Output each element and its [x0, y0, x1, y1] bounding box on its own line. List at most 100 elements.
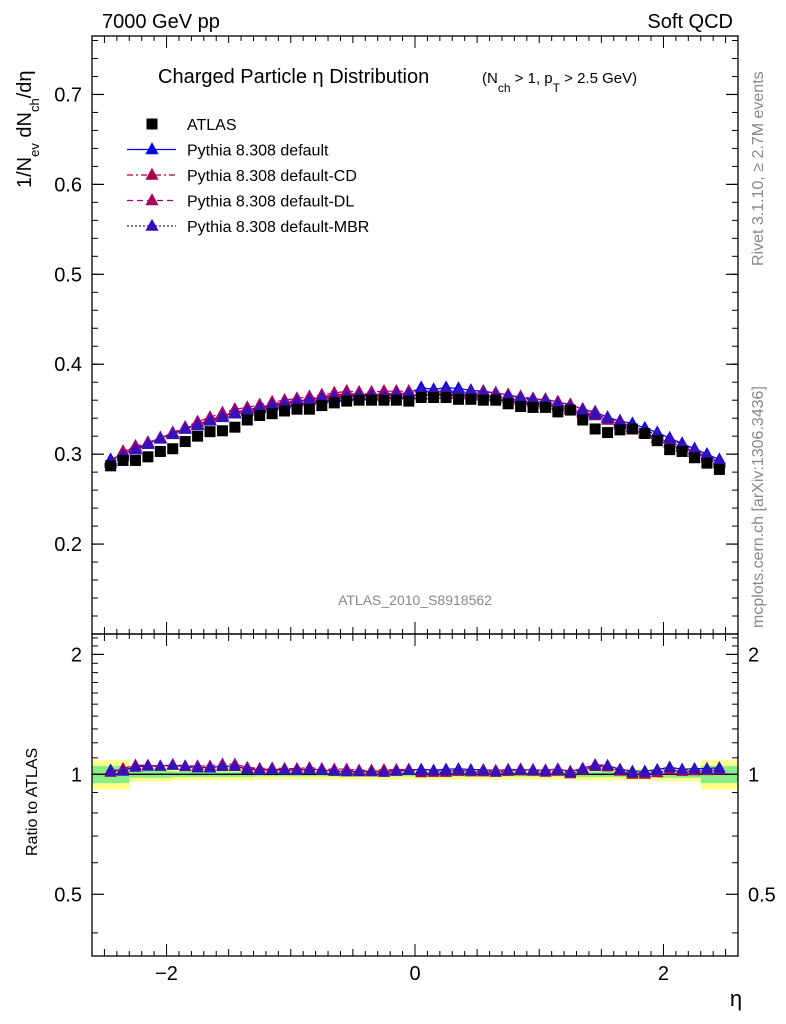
ratio-point: [564, 766, 577, 778]
legend-marker: [145, 142, 159, 155]
data-point: [626, 423, 638, 435]
data-point: [105, 460, 117, 472]
data-point: [353, 394, 365, 406]
data-point: [502, 398, 514, 410]
ratio-point: [228, 760, 241, 772]
ratio-point: [489, 765, 502, 777]
data-point: [190, 418, 205, 431]
ratio-axis-ticks: 0.5 0.5 1 1 2 2 −2 0 2: [54, 634, 776, 985]
ratio-point: [464, 764, 477, 776]
ratio-point: [266, 763, 279, 775]
data-point: [687, 442, 702, 455]
data-point: [141, 437, 155, 450]
ratio-point: [526, 763, 540, 775]
data-point: [515, 400, 527, 412]
data-point: [178, 421, 192, 434]
data-point: [513, 391, 528, 404]
ratio-point: [613, 763, 627, 775]
ratio-y-tick-label-right: 0.5: [748, 884, 776, 906]
ratio-point: [241, 762, 254, 774]
data-point: [452, 393, 464, 405]
ratio-point: [477, 764, 490, 776]
data-point: [204, 426, 216, 438]
mcplots-label: mcplots.cern.ch [arXiv:1306.3436]: [750, 386, 767, 628]
ratio-point: [253, 763, 266, 775]
data-point: [490, 394, 502, 406]
ratio-point: [353, 765, 366, 777]
data-point: [266, 408, 278, 420]
ratio-point: [713, 762, 726, 774]
data-point: [664, 444, 676, 456]
legend-marker: [145, 193, 159, 206]
legend-label: Pythia 8.308 default-DL: [187, 194, 354, 211]
ratio-point: [676, 763, 689, 775]
data-point: [602, 427, 614, 439]
ratio-y-tick-label: 0.5: [54, 884, 82, 906]
main-y-tick-label: 0.4: [54, 354, 82, 376]
ratio-point: [290, 763, 304, 775]
ratio-point: [688, 762, 701, 774]
ratio-point: [638, 766, 651, 778]
data-point: [451, 384, 466, 397]
data-point: [216, 425, 228, 437]
data-point: [701, 457, 713, 469]
data-point: [265, 398, 279, 411]
ratio-series-group: [104, 757, 726, 779]
data-point: [179, 436, 191, 448]
legend-label: Pythia 8.308 default-MBR: [187, 219, 369, 236]
ratio-point: [415, 764, 428, 776]
data-point: [254, 409, 266, 421]
data-point: [589, 423, 601, 435]
ratio-point: [117, 764, 130, 776]
data-point: [390, 394, 402, 406]
data-point: [527, 401, 539, 413]
ratio-point: [390, 764, 403, 776]
ratio-y-tick-label: 2: [71, 644, 82, 666]
data-point: [328, 397, 340, 409]
main-y-tick-label: 0.5: [54, 264, 82, 286]
ratio-panel: 0.5 0.5 1 1 2 2 −2 0 2 Ratio to ATLAS η: [24, 633, 776, 1011]
data-point: [639, 427, 651, 439]
chart-title: Charged Particle η Distribution: [158, 66, 429, 88]
data-point: [117, 454, 129, 466]
legend-marker: [146, 118, 158, 130]
legend-entry: Pythia 8.308 default-DL: [127, 193, 354, 211]
ratio-point: [166, 758, 179, 770]
legend-entry: Pythia 8.308 default-MBR: [127, 218, 369, 236]
legend-entry: Pythia 8.308 default: [127, 142, 329, 160]
data-point: [440, 391, 452, 403]
data-point: [303, 403, 315, 415]
main-y-tick-label: 0.3: [54, 444, 82, 466]
ratio-point: [377, 765, 390, 777]
ratio-point: [700, 763, 713, 775]
ratio-point: [626, 766, 639, 778]
data-point: [712, 454, 726, 467]
ratio-point: [129, 760, 142, 772]
ratio-point: [427, 764, 440, 776]
data-point: [291, 403, 303, 415]
ratio-pythia-8-308-default-mbr: [104, 758, 726, 778]
legend-marker: [145, 218, 159, 231]
ratio-y-axis-label: Ratio to ATLAS: [24, 748, 41, 856]
data-point: [366, 394, 378, 406]
data-point: [676, 445, 688, 457]
data-point: [477, 394, 489, 406]
ratio-line: [110, 764, 720, 774]
legend: ATLAS Pythia 8.308 default Pythia 8.308 de…: [127, 117, 369, 236]
data-point: [192, 430, 204, 442]
ratio-point: [104, 764, 117, 776]
ratio-point: [154, 759, 167, 771]
main-y-tick-label: 0.6: [54, 174, 82, 196]
data-point: [341, 395, 353, 407]
ratio-point: [514, 763, 527, 775]
ratio-point: [340, 765, 353, 777]
ratio-point: [502, 763, 515, 775]
main-axis-ticks: 0.2 0.3 0.4 0.5 0.6 0.7: [54, 36, 738, 634]
data-point: [614, 424, 626, 436]
legend-marker: [145, 167, 159, 180]
ratio-point: [663, 761, 676, 773]
data-point: [229, 421, 241, 433]
ratio-point: [315, 763, 328, 775]
data-point: [428, 391, 440, 403]
